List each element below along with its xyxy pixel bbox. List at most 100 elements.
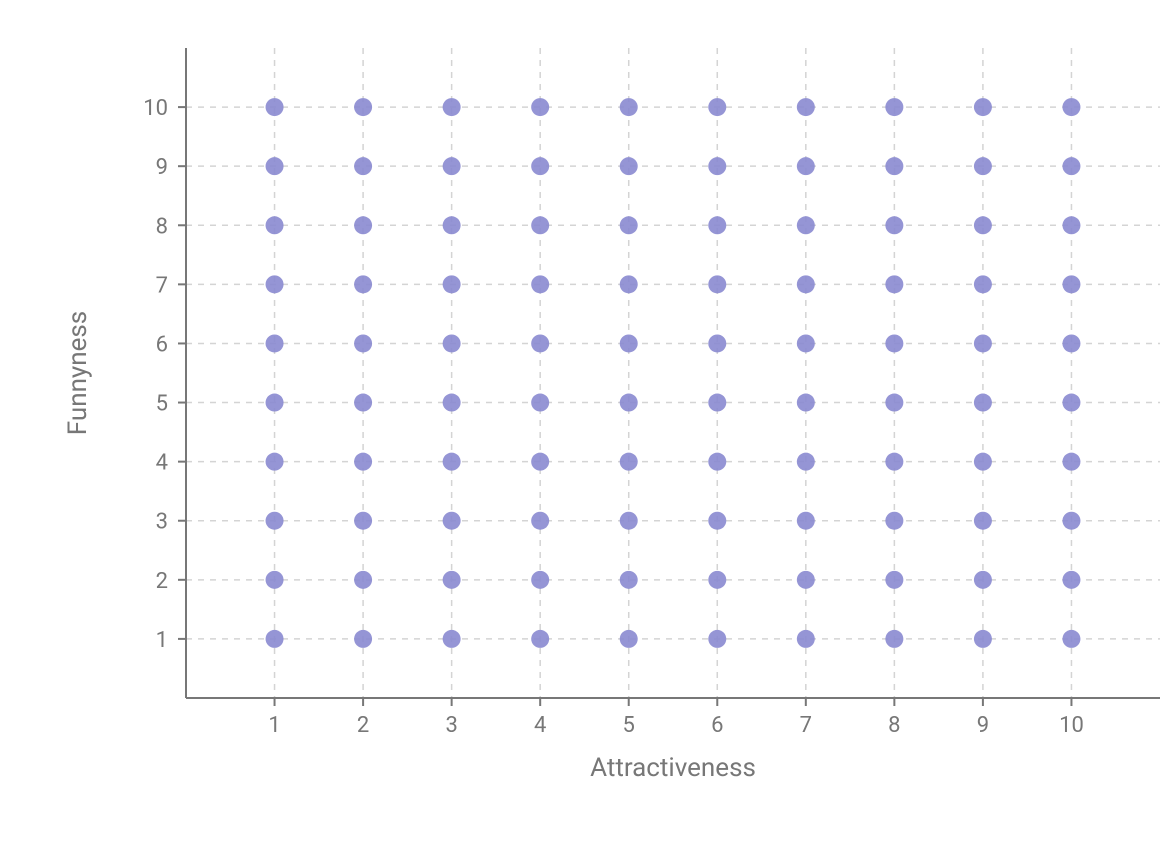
data-point xyxy=(1062,98,1080,116)
data-point xyxy=(797,275,815,293)
x-tick-label: 4 xyxy=(534,713,546,738)
data-point xyxy=(1062,157,1080,175)
data-point xyxy=(885,512,903,530)
x-tick-label: 6 xyxy=(711,713,723,738)
data-point xyxy=(266,453,284,471)
data-point xyxy=(885,394,903,412)
data-point xyxy=(885,98,903,116)
data-point xyxy=(620,98,638,116)
data-point xyxy=(974,571,992,589)
data-point xyxy=(620,157,638,175)
data-point xyxy=(443,98,461,116)
x-tick-label: 2 xyxy=(357,713,369,738)
data-point xyxy=(266,157,284,175)
y-tick-label: 2 xyxy=(156,569,168,594)
data-point xyxy=(1062,216,1080,234)
data-point xyxy=(620,630,638,648)
data-point xyxy=(708,453,726,471)
data-point xyxy=(797,571,815,589)
y-tick-label: 7 xyxy=(156,273,168,298)
data-point xyxy=(797,334,815,352)
data-point xyxy=(266,334,284,352)
y-tick-label: 1 xyxy=(156,628,168,653)
data-point xyxy=(531,630,549,648)
data-point xyxy=(974,275,992,293)
data-point xyxy=(531,275,549,293)
data-point xyxy=(354,157,372,175)
data-point xyxy=(531,98,549,116)
data-point xyxy=(266,275,284,293)
data-point xyxy=(708,157,726,175)
data-point xyxy=(974,157,992,175)
data-point xyxy=(885,453,903,471)
data-point xyxy=(354,512,372,530)
data-point xyxy=(531,334,549,352)
y-tick-label: 6 xyxy=(156,332,168,357)
data-point xyxy=(531,157,549,175)
data-point xyxy=(266,512,284,530)
data-point xyxy=(974,98,992,116)
x-tick-label: 10 xyxy=(1059,713,1084,738)
data-point xyxy=(266,216,284,234)
data-point xyxy=(885,334,903,352)
y-tick-label: 9 xyxy=(156,155,168,180)
data-point xyxy=(1062,275,1080,293)
y-tick-label: 5 xyxy=(156,392,168,417)
data-point xyxy=(974,512,992,530)
y-axis-label: Funnyness xyxy=(63,311,93,435)
data-point xyxy=(797,216,815,234)
x-tick-label: 7 xyxy=(800,713,812,738)
data-point xyxy=(443,571,461,589)
data-point xyxy=(797,98,815,116)
data-point xyxy=(354,216,372,234)
x-tick-label: 5 xyxy=(623,713,635,738)
data-point xyxy=(620,216,638,234)
data-point xyxy=(797,157,815,175)
data-point xyxy=(620,275,638,293)
y-tick-label: 4 xyxy=(156,451,168,476)
data-point xyxy=(443,275,461,293)
data-point xyxy=(797,394,815,412)
data-point xyxy=(974,334,992,352)
data-point xyxy=(531,453,549,471)
data-point xyxy=(885,571,903,589)
data-point xyxy=(1062,453,1080,471)
data-point xyxy=(443,394,461,412)
data-point xyxy=(708,98,726,116)
data-point xyxy=(354,394,372,412)
data-point xyxy=(443,512,461,530)
data-point xyxy=(620,334,638,352)
x-tick-label: 9 xyxy=(977,713,989,738)
data-point xyxy=(443,334,461,352)
data-point xyxy=(266,394,284,412)
data-point xyxy=(797,630,815,648)
data-point xyxy=(354,98,372,116)
data-point xyxy=(1062,394,1080,412)
data-point xyxy=(443,630,461,648)
chart-svg: 1234567891012345678910AttractivenessFunn… xyxy=(0,0,1160,842)
scatter-chart: 1234567891012345678910AttractivenessFunn… xyxy=(0,0,1160,842)
data-point xyxy=(974,453,992,471)
data-point xyxy=(443,157,461,175)
data-point xyxy=(531,571,549,589)
data-point xyxy=(531,216,549,234)
data-point xyxy=(797,512,815,530)
data-point xyxy=(266,571,284,589)
data-point xyxy=(974,216,992,234)
data-point xyxy=(974,630,992,648)
data-point xyxy=(885,275,903,293)
data-point xyxy=(797,453,815,471)
data-point xyxy=(1062,571,1080,589)
x-tick-label: 3 xyxy=(445,713,457,738)
data-point xyxy=(266,98,284,116)
data-point xyxy=(885,216,903,234)
data-point xyxy=(620,394,638,412)
data-point xyxy=(620,571,638,589)
data-point xyxy=(354,571,372,589)
data-point xyxy=(708,512,726,530)
data-point xyxy=(1062,630,1080,648)
data-point xyxy=(1062,334,1080,352)
data-point xyxy=(531,512,549,530)
data-point xyxy=(708,630,726,648)
data-point xyxy=(1062,512,1080,530)
